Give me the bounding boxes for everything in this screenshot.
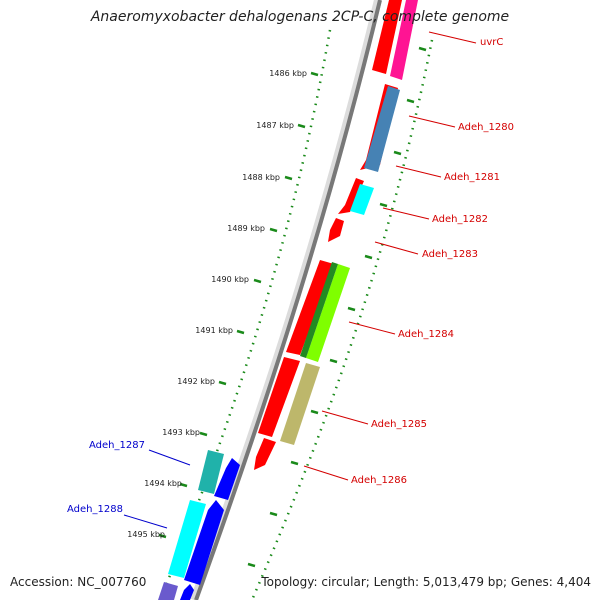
gene-label-adeh1286[interactable]: Adeh_1286 <box>351 475 407 486</box>
gene-label-adeh1282[interactable]: Adeh_1282 <box>432 214 488 225</box>
major-ticks <box>158 71 319 539</box>
topology-text: Topology: circular; Length: 5,013,479 bp… <box>261 575 591 589</box>
tick-label: 1488 kbp <box>242 173 280 182</box>
gene-label-adeh1281[interactable]: Adeh_1281 <box>444 172 500 183</box>
accession-text: Accession: NC_007760 <box>10 575 147 589</box>
gene-label-adeh1280[interactable]: Adeh_1280 <box>458 122 514 133</box>
inner-tick-track <box>250 39 434 600</box>
feature-adeh1285-arrow <box>258 357 300 437</box>
tick-label: 1489 kbp <box>227 224 265 233</box>
feature-adeh1284-arrow <box>286 260 334 355</box>
feature-uvrC-arrow <box>372 0 402 74</box>
tick-label: 1494 kbp <box>144 479 182 488</box>
tick-label: 1491 kbp <box>195 326 233 335</box>
cog-adeh1284a <box>306 264 350 362</box>
feature-adeh1287-arrow <box>214 458 240 500</box>
genome-backbone-shade <box>194 0 382 600</box>
gene-label-adeh1285[interactable]: Adeh_1285 <box>371 419 427 430</box>
cog-class-lane <box>280 0 418 445</box>
cog-adeh1285 <box>280 363 320 445</box>
tick-label: 1493 kbp <box>162 428 200 437</box>
feature-adeh1281-arrow <box>338 178 364 214</box>
feature-adeh1286-arrow <box>254 438 276 470</box>
cog-adeh1281 <box>350 184 374 215</box>
genome-title: Anaeromyxobacter dehalogenans 2CP-C, com… <box>90 9 510 25</box>
reverse-features <box>158 450 240 600</box>
cog-adeh1284b <box>300 262 338 358</box>
tick-label: 1487 kbp <box>256 121 294 130</box>
cog-adeh1288 <box>168 500 206 578</box>
gene-label-adeh1287[interactable]: Adeh_1287 <box>89 440 145 451</box>
gene-label-adeh1284[interactable]: Adeh_1284 <box>398 329 454 340</box>
gene-label-adeh1283[interactable]: Adeh_1283 <box>422 249 478 260</box>
feature-adeh1288-arrow <box>184 500 224 585</box>
cog-uvrC <box>390 0 418 80</box>
leader-lines <box>123 31 477 529</box>
feature-adeh1283-arrow <box>328 218 344 242</box>
cog-adeh1287 <box>198 450 224 494</box>
tick-label: 1490 kbp <box>211 275 249 284</box>
feature-next-arrow <box>180 584 194 600</box>
inner-ticks <box>247 46 427 568</box>
tick-label: 1492 kbp <box>177 377 215 386</box>
tick-label: 1495 kbp <box>127 530 165 539</box>
gene-label-adeh1288[interactable]: Adeh_1288 <box>67 504 123 515</box>
cog-adeh1280 <box>364 86 400 172</box>
cog-next <box>158 582 178 600</box>
gene-label-uvrC[interactable]: uvrC <box>480 37 504 48</box>
tick-label: 1486 kbp <box>269 69 307 78</box>
